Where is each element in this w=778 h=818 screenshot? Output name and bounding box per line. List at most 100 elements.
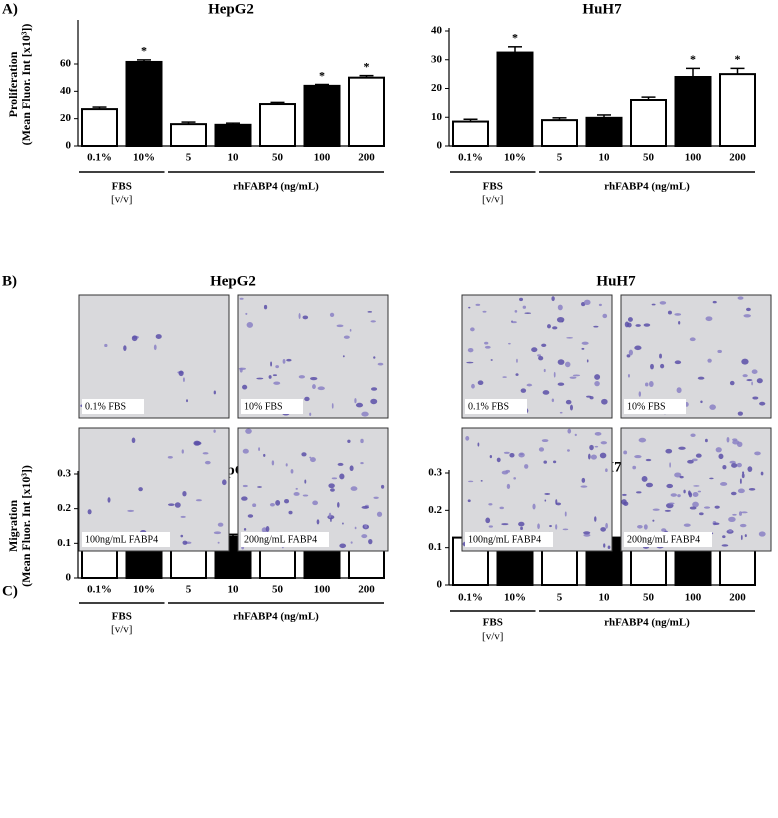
cell	[180, 534, 184, 538]
cell	[747, 466, 753, 472]
cell	[622, 493, 627, 496]
panel-label: B)	[2, 273, 17, 289]
cell	[557, 382, 565, 386]
cell	[354, 526, 357, 530]
cell	[623, 450, 628, 455]
cell	[342, 522, 344, 525]
cell	[751, 369, 758, 374]
cell	[520, 388, 527, 393]
cell	[538, 447, 545, 452]
cell	[728, 528, 733, 533]
cell	[131, 437, 136, 444]
bar	[630, 99, 667, 147]
cell	[295, 487, 298, 490]
cell	[270, 361, 273, 367]
cell	[477, 442, 480, 447]
group-label: FBS	[483, 181, 503, 193]
cell	[213, 531, 222, 535]
cell	[317, 386, 325, 391]
cell	[127, 509, 135, 512]
cell	[337, 462, 344, 466]
cell	[627, 322, 632, 328]
x-tick-label: 10%	[133, 584, 155, 596]
cell	[553, 460, 557, 464]
cell	[336, 324, 344, 328]
cell	[605, 522, 608, 529]
cell	[634, 454, 642, 459]
cell	[242, 384, 248, 390]
y-tick-label: 0.2	[428, 504, 442, 516]
x-tick-label: 5	[557, 152, 563, 164]
cell	[689, 506, 697, 510]
cell	[689, 337, 696, 342]
cell	[282, 358, 286, 364]
cell	[213, 429, 216, 433]
cell	[343, 335, 350, 339]
cell	[131, 335, 138, 342]
micrograph-caption: 0.1% FBS	[468, 401, 509, 412]
x-tick-label: 50	[272, 584, 284, 596]
cell	[490, 359, 493, 361]
cell	[565, 399, 572, 405]
caption-box	[624, 532, 712, 547]
cell	[271, 460, 275, 466]
cell	[594, 374, 601, 380]
cell	[581, 341, 589, 345]
x-tick-label: 10%	[504, 592, 526, 604]
x-tick-label: 0.1%	[87, 584, 112, 596]
cell	[641, 475, 648, 482]
micrograph-title: HepG2	[210, 273, 256, 289]
cell	[477, 380, 484, 386]
cell	[566, 336, 573, 339]
cell	[373, 356, 376, 359]
cell	[581, 347, 585, 350]
x-tick-label: 10	[228, 152, 240, 164]
x-tick-label: 100	[685, 152, 702, 164]
cell	[741, 358, 749, 365]
cell	[339, 543, 347, 549]
cell	[290, 469, 294, 474]
cell	[342, 355, 345, 358]
micrograph-caption: 200ng/mL FABP4	[244, 534, 317, 545]
cell	[361, 534, 368, 539]
cell	[484, 341, 489, 345]
cell	[569, 404, 573, 411]
cell	[583, 531, 591, 535]
cell	[676, 387, 682, 394]
bar	[214, 123, 252, 147]
cell	[537, 523, 540, 530]
cell	[739, 478, 742, 484]
cell	[480, 480, 483, 482]
cell	[354, 398, 357, 404]
cell	[740, 511, 748, 514]
cell	[380, 484, 385, 489]
cell	[107, 497, 111, 503]
cell	[286, 358, 292, 362]
cell	[743, 314, 751, 318]
cell	[489, 455, 493, 459]
cell	[309, 456, 312, 459]
cell	[316, 519, 320, 525]
micrograph	[620, 427, 772, 552]
y-tick-label: 0	[437, 140, 443, 152]
cell	[256, 377, 264, 380]
cell	[736, 462, 742, 468]
caption-box	[465, 399, 527, 414]
cell	[239, 297, 244, 300]
cell	[699, 512, 704, 516]
cell	[632, 465, 637, 470]
cell	[583, 533, 591, 537]
cell	[468, 306, 471, 309]
cell	[541, 343, 547, 347]
cell	[370, 398, 378, 405]
x-tick-label: 0.1%	[87, 152, 112, 164]
cell	[182, 540, 188, 545]
cell	[645, 458, 652, 462]
cell	[293, 492, 300, 496]
cell	[677, 494, 681, 498]
cell	[87, 509, 92, 515]
cell	[709, 477, 714, 480]
cell	[467, 499, 471, 503]
cell	[518, 521, 525, 527]
